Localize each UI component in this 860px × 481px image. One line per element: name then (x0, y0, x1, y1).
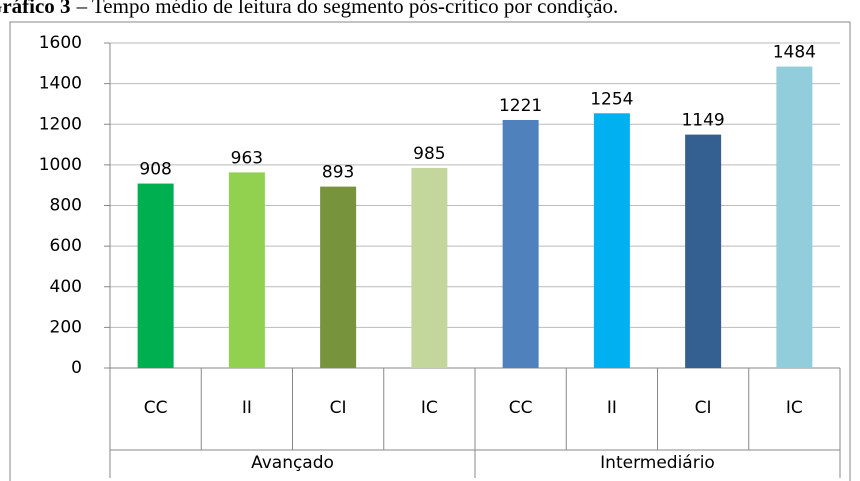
data-label: 1221 (499, 96, 542, 116)
data-label: 963 (231, 148, 263, 168)
data-label: 893 (322, 163, 354, 183)
x-tick-label: CI (695, 398, 712, 418)
title-label: Gráfico 3 (0, 0, 71, 18)
data-label: 1149 (681, 111, 724, 131)
title-text: – Tempo médio de leitura do segmento pós… (76, 0, 619, 18)
x-tick-label: II (242, 398, 252, 418)
data-label: 1254 (590, 89, 633, 109)
y-tick-label: 1000 (39, 155, 82, 175)
bar (137, 183, 174, 368)
y-tick-label: 0 (71, 358, 82, 378)
y-tick-label: 600 (50, 236, 82, 256)
bar (776, 66, 813, 368)
y-tick-label: 1400 (39, 74, 82, 94)
data-label: 908 (139, 160, 171, 180)
x-tick-label: CC (509, 398, 533, 418)
y-tick-label: 1200 (39, 114, 82, 134)
y-tick-label: 200 (50, 317, 82, 337)
bar (685, 134, 722, 368)
bar (411, 167, 448, 368)
x-tick-label: CC (144, 398, 168, 418)
chart-title: Gráfico 3 – Tempo médio de leitura do seg… (0, 0, 618, 18)
bar (502, 119, 539, 368)
group-label: Intermediário (600, 453, 715, 473)
x-tick-label: IC (421, 398, 438, 418)
y-tick-label: 1600 (39, 33, 82, 53)
data-label: 1484 (773, 43, 816, 63)
y-tick-label: 400 (50, 277, 82, 297)
x-tick-label: IC (786, 398, 803, 418)
y-tick-label: 800 (50, 196, 82, 216)
x-tick-label: II (607, 398, 617, 418)
data-label: 985 (413, 144, 445, 164)
x-tick-label: CI (330, 398, 347, 418)
bar (228, 172, 265, 368)
bar (320, 186, 357, 368)
group-label: Avançado (251, 453, 334, 473)
bar (593, 113, 630, 368)
